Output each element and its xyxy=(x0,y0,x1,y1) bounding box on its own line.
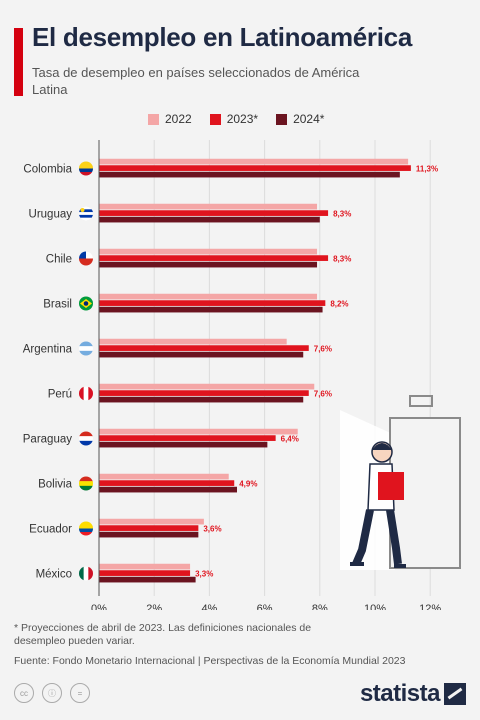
bar-2023-brasil xyxy=(99,300,326,306)
attribution-icon[interactable]: ⓘ xyxy=(42,683,62,703)
chart-title: El desempleo en Latinoamérica xyxy=(32,22,412,52)
flag-ecuador-stripes xyxy=(79,521,93,536)
flag-peru-stripes xyxy=(79,386,93,401)
bar-2023-perú xyxy=(99,390,309,396)
bar-2024-méxico xyxy=(99,576,196,583)
bar-2022-bolivia xyxy=(99,473,229,480)
category-label: Ecuador xyxy=(29,524,72,536)
x-tick-label: 2% xyxy=(146,603,162,610)
data-label: 4,9% xyxy=(239,480,257,489)
bar-2024-bolivia xyxy=(99,486,237,493)
x-tick-label: 6% xyxy=(257,603,273,610)
legend-label-2024: 2024* xyxy=(293,112,325,126)
brand-wordmark: statista xyxy=(359,680,441,707)
x-tick-label: 10% xyxy=(364,603,386,610)
bar-2023-bolivia xyxy=(99,480,235,486)
bar-2023-chile xyxy=(99,255,329,261)
brand-mark-icon xyxy=(444,683,466,705)
title-accent-bar xyxy=(14,28,23,96)
legend-item-2022: 2022 xyxy=(148,112,192,126)
chart-subtitle: Tasa de desempleo en países seleccionado… xyxy=(32,65,360,97)
bar-2022-chile xyxy=(99,248,318,255)
flag-argentina-stripes xyxy=(79,341,93,356)
legend-item-2024: 2024* xyxy=(276,112,324,126)
bar-chart: 11,3% Colombia 8,3% Uruguay 8,3% Chile 8,2% Bra… xyxy=(23,140,441,610)
bar-2024-argentina xyxy=(99,351,304,358)
data-label: 8,3% xyxy=(333,210,351,219)
bar-2022-paraguay xyxy=(99,428,298,435)
license-icons: cc ⓘ = xyxy=(14,683,90,703)
bar-2022-uruguay xyxy=(99,203,318,210)
legend-swatch-2024 xyxy=(276,113,288,125)
x-tick-label: 8% xyxy=(312,603,328,610)
data-label: 7,6% xyxy=(314,390,332,399)
bar-2024-perú xyxy=(99,396,304,403)
category-label: Perú xyxy=(48,389,72,401)
category-label: Colombia xyxy=(23,164,72,176)
flag-paraguay-stripes xyxy=(79,431,93,446)
data-label: 7,6% xyxy=(314,345,332,354)
bar-2023-méxico xyxy=(99,570,191,576)
no-derivatives-icon[interactable]: = xyxy=(70,683,90,703)
bar-2024-colombia xyxy=(99,171,400,178)
legend-item-2023: 2023* xyxy=(209,112,259,126)
flag-brazil-globe xyxy=(83,301,89,306)
flag-colombia-stripes xyxy=(79,161,93,176)
chart-legend: 2022 2023* 2024* xyxy=(148,112,324,126)
bar-2023-uruguay xyxy=(99,210,329,216)
bar-2022-argentina xyxy=(99,338,287,345)
bar-2022-ecuador xyxy=(99,518,204,525)
cc-icon[interactable]: cc xyxy=(14,683,34,703)
bar-2024-ecuador xyxy=(99,531,199,538)
bar-2022-brasil xyxy=(99,293,318,300)
data-label: 8,3% xyxy=(333,255,351,264)
person-illustration xyxy=(340,395,461,570)
bar-2024-brasil xyxy=(99,306,323,313)
category-label: Chile xyxy=(46,254,72,266)
bar-2024-uruguay xyxy=(99,216,320,223)
flag-bolivia-stripes xyxy=(79,476,93,491)
bar-2022-colombia xyxy=(99,158,409,165)
bar-2023-paraguay xyxy=(99,435,276,441)
bar-2022-perú xyxy=(99,383,315,390)
bar-2024-chile xyxy=(99,261,318,268)
x-tick-label: 4% xyxy=(201,603,217,610)
bar-2022-méxico xyxy=(99,563,191,570)
legend-swatch-2022 xyxy=(148,113,159,125)
flag-uruguay-sun xyxy=(80,208,85,212)
category-label: Paraguay xyxy=(23,434,72,446)
legend-label-2023: 2023* xyxy=(226,112,259,126)
x-tick-label: 0% xyxy=(91,603,107,610)
category-label: Brasil xyxy=(43,299,72,311)
x-tick-label: 12% xyxy=(419,603,441,610)
data-label: 11,3% xyxy=(416,165,438,174)
bar-2023-ecuador xyxy=(99,525,199,531)
data-label: 8,2% xyxy=(330,300,348,309)
statista-logo[interactable]: statista xyxy=(360,680,466,708)
footnote: * Proyecciones de abril de 2023. Las def… xyxy=(14,622,312,647)
data-label: 3,3% xyxy=(195,570,213,579)
flag-mexico-stripes xyxy=(79,566,93,581)
flag-uruguay-stripes xyxy=(79,206,93,221)
category-label: Argentina xyxy=(23,344,73,356)
category-label: Uruguay xyxy=(29,209,73,221)
source-text: Fuente: Fondo Monetario Internacional | … xyxy=(14,655,406,667)
flag-chile-canton xyxy=(79,251,86,259)
category-label: Bolivia xyxy=(38,479,72,491)
category-label: México xyxy=(36,569,72,581)
legend-label-2022: 2022 xyxy=(165,112,192,126)
bar-2023-argentina xyxy=(99,345,309,351)
legend-swatch-2023 xyxy=(209,113,221,125)
data-label: 6,4% xyxy=(281,435,299,444)
bar-2024-paraguay xyxy=(99,441,268,448)
data-label: 3,6% xyxy=(203,525,221,534)
bar-2023-colombia xyxy=(99,165,411,171)
